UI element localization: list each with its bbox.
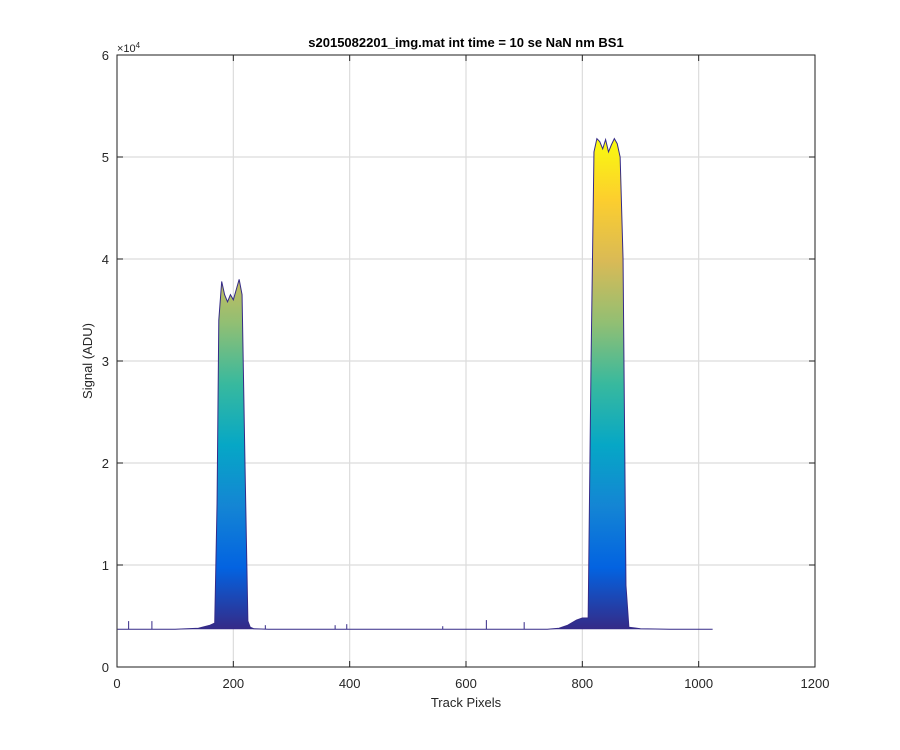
y-tick-label: 1 [102,558,109,573]
axes: 0 200 400 600 800 1000 1200 0 1 2 3 4 5 6 [102,48,830,691]
data-layer [117,137,713,630]
y-tick-label: 0 [102,660,109,675]
x-tick-label: 400 [339,676,361,691]
x-tick-label: 200 [222,676,244,691]
y-axis-label: Signal (ADU) [80,323,95,399]
y-tick-label: 3 [102,354,109,369]
y-tick-label: 6 [102,48,109,63]
x-tick-label: 800 [571,676,593,691]
x-tick-label: 1000 [684,676,713,691]
x-tick-label: 0 [113,676,120,691]
x-axis-label: Track Pixels [431,695,502,710]
series-line [117,137,713,630]
y-tick-label: 2 [102,456,109,471]
series-area [117,138,713,630]
chart-title: s2015082201_img.mat int time = 10 se NaN… [308,35,623,50]
x-tick-label: 600 [455,676,477,691]
y-tick-label: 5 [102,150,109,165]
x-tick-label: 1200 [801,676,830,691]
y-axis-exponent: ×104 [117,41,141,55]
y-tick-label: 4 [102,252,109,267]
